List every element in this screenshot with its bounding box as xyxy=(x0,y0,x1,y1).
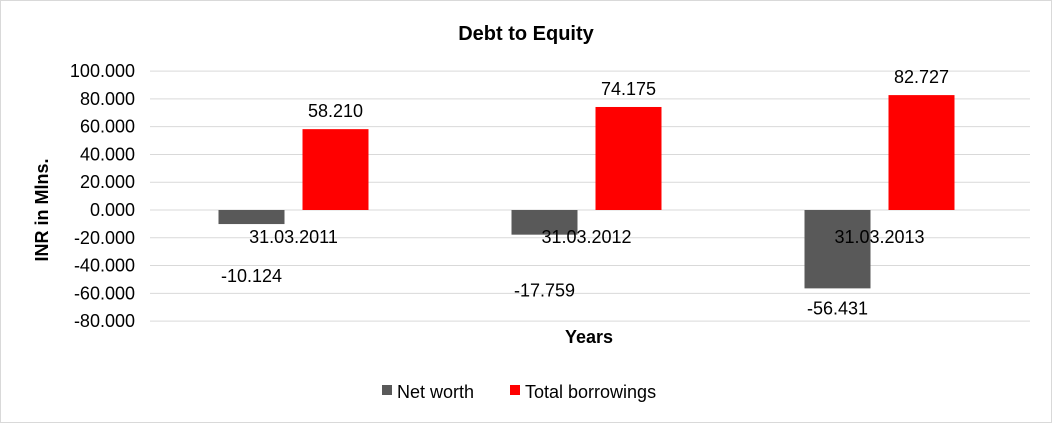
y-tick-label: -60.000 xyxy=(74,283,135,303)
data-labels: -10.124 58.210 -17.759 74.175 -56.431 82.727 xyxy=(221,67,949,318)
y-tick-label: 20.000 xyxy=(80,172,135,192)
legend-label-net-worth: Net worth xyxy=(397,382,474,402)
y-tick-label: 0.000 xyxy=(90,200,135,220)
bar-net-worth xyxy=(511,210,578,235)
data-label: 58.210 xyxy=(308,101,363,121)
category-label: 31.03.2013 xyxy=(834,227,924,247)
legend: Net worth Total borrowings xyxy=(382,382,656,402)
x-axis-label: Years xyxy=(565,327,613,347)
legend-swatch-total-borrowings xyxy=(510,385,520,395)
y-tick-label: -20.000 xyxy=(74,228,135,248)
category-label: 31.03.2012 xyxy=(541,227,631,247)
data-label: -56.431 xyxy=(807,298,868,318)
y-axis-label: INR in Mlns. xyxy=(32,159,52,262)
data-label: 74.175 xyxy=(601,79,656,99)
y-tick-label: 80.000 xyxy=(80,89,135,109)
data-label: -10.124 xyxy=(221,266,282,286)
bar-total-borrowings xyxy=(595,106,662,210)
bar-total-borrowings xyxy=(888,95,955,210)
bar-net-worth xyxy=(804,210,871,289)
bars xyxy=(218,95,955,289)
y-tick-label: -80.000 xyxy=(74,311,135,331)
chart-title: Debt to Equity xyxy=(458,23,594,45)
y-tick-label: -40.000 xyxy=(74,256,135,276)
bar-net-worth xyxy=(218,210,285,225)
legend-label-total-borrowings: Total borrowings xyxy=(525,382,656,402)
data-label: 82.727 xyxy=(894,67,949,87)
legend-swatch-net-worth xyxy=(382,385,392,395)
bar-total-borrowings xyxy=(302,129,369,210)
y-axis-ticks: 100.000 80.000 60.000 40.000 20.000 0.000 -20.… xyxy=(70,61,135,331)
y-tick-label: 60.000 xyxy=(80,117,135,137)
gridlines xyxy=(150,70,1030,322)
y-tick-label: 40.000 xyxy=(80,144,135,164)
category-labels: 31.03.2011 31.03.2012 31.03.2013 xyxy=(249,227,924,247)
y-tick-label: 100.000 xyxy=(70,61,135,81)
data-label: -17.759 xyxy=(514,281,575,301)
category-label: 31.03.2011 xyxy=(249,227,338,247)
